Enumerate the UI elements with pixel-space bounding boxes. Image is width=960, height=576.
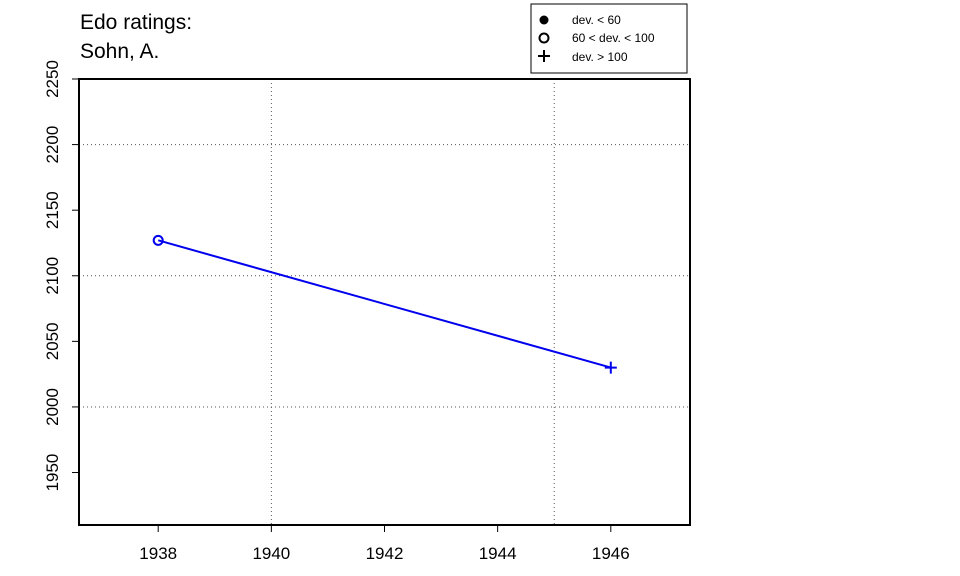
series-line-0 [157,239,612,369]
y-axis: 1950 2000 2050 2100 2150 2200 2250 [43,60,79,491]
y-tick-label-1950: 1950 [43,454,62,492]
plot-frame [78,78,691,526]
legend-label-low-dev: dev. < 60 [572,13,621,27]
data-point-1946 [604,361,617,374]
legend: dev. < 60 60 < dev. < 100 dev. > 100 [530,3,688,74]
legend-plus-marker [538,50,550,62]
chart-title-line-1: Edo ratings: [80,11,193,34]
x-tick-label-1938: 1938 [139,544,177,563]
x-tick-label-1940: 1940 [252,544,290,563]
legend-label-high-dev: dev. > 100 [572,50,628,64]
legend-box [530,3,688,74]
x-tick-label-1942: 1942 [366,544,404,563]
grid-lines [79,79,690,525]
y-tick-label-2150: 2150 [43,191,62,229]
x-tick-label-1944: 1944 [479,544,517,563]
y-tick-label-2050: 2050 [43,322,62,360]
data-point-1938 [152,234,164,246]
y-tick-label-2250: 2250 [43,60,62,98]
series-layer [152,234,617,374]
legend-open-circle-marker [538,32,550,44]
chart-title: Edo ratings: Sohn, A. [80,8,192,66]
y-tick-label-2200: 2200 [43,126,62,164]
x-axis: 1938 1940 1942 1944 1946 [139,525,630,563]
legend-filled-circle-marker [539,15,549,25]
y-tick-label-2000: 2000 [43,388,62,426]
legend-label-mid-dev: 60 < dev. < 100 [572,31,655,45]
x-tick-label-1946: 1946 [592,544,630,563]
chart-title-line-2: Sohn, A. [80,40,160,63]
y-tick-label-2100: 2100 [43,257,62,295]
